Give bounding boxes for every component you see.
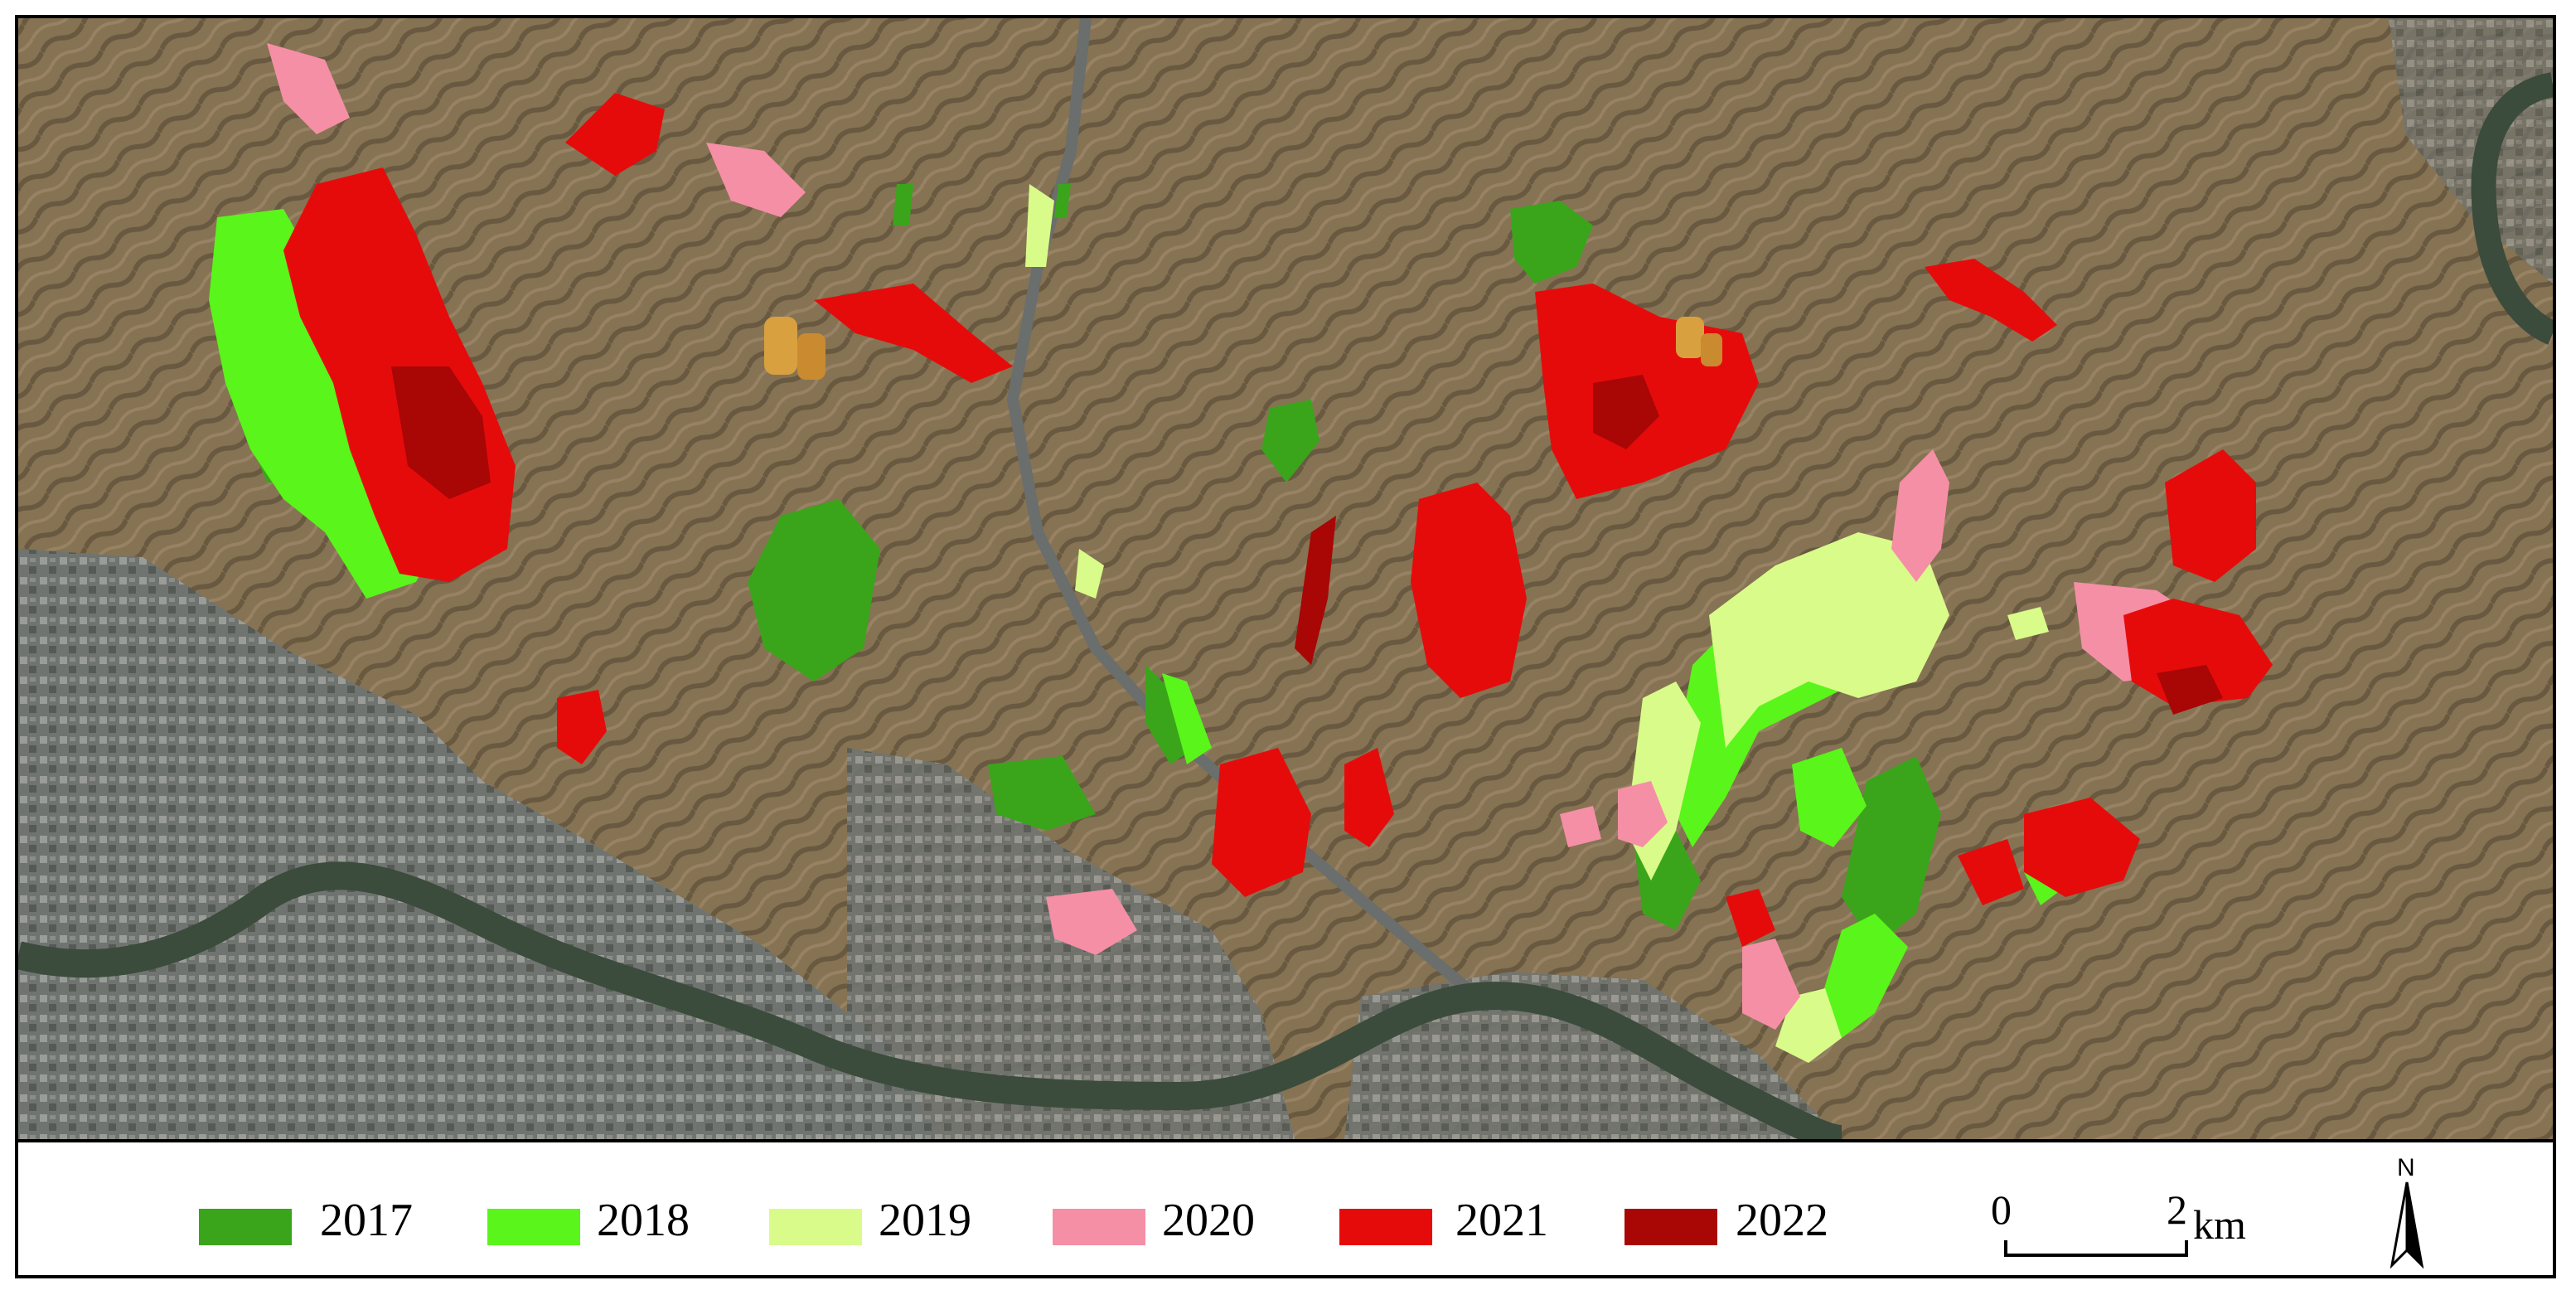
legend-label-2022: 2022 <box>1736 1195 1828 1246</box>
north-arrow-icon <box>2390 1181 2424 1269</box>
scale-unit-label: km <box>2193 1201 2246 1248</box>
site-marker-west <box>764 317 826 380</box>
legend-swatch-2020 <box>1053 1209 1145 1245</box>
legend-swatch-2022 <box>1625 1209 1717 1245</box>
scale-end-label: 2 <box>2167 1186 2187 1233</box>
patches-2019[interactable] <box>1025 184 2049 1063</box>
legend-swatch-2017 <box>199 1209 292 1245</box>
urban-area-southwest <box>18 549 938 1139</box>
legend-bar: 2017 2018 2019 2020 2021 2022 0 2 km <box>18 1142 2553 1275</box>
legend-label-2020: 2020 <box>1162 1195 1255 1246</box>
scale-start-label: 0 <box>1991 1186 2012 1233</box>
map-canvas[interactable] <box>18 18 2553 1139</box>
figure-frame: 2017 2018 2019 2020 2021 2022 0 2 km <box>15 15 2556 1278</box>
north-arrow: N <box>2372 1154 2447 1270</box>
legend-label-2018: 2018 <box>597 1195 690 1246</box>
site-marker-east <box>1676 317 1722 366</box>
legend-swatch-2018 <box>487 1209 580 1245</box>
river-northeast <box>2471 72 2553 345</box>
river <box>18 861 1843 1139</box>
scale-bar: 0 2 km <box>1991 1176 2339 1267</box>
highway <box>1006 18 1481 1002</box>
legend-label-2017: 2017 <box>320 1195 413 1246</box>
urban-area-northeast <box>2389 18 2553 284</box>
legend-swatch-2021 <box>1339 1209 1432 1245</box>
map-panel[interactable] <box>18 18 2553 1142</box>
scale-bar-line <box>2004 1240 2188 1257</box>
legend-swatch-2019 <box>769 1209 862 1245</box>
patches-2022[interactable] <box>391 366 2223 715</box>
north-label: N <box>2397 1154 2415 1181</box>
legend-label-2021: 2021 <box>1455 1195 1548 1246</box>
legend-label-2019: 2019 <box>879 1195 971 1246</box>
